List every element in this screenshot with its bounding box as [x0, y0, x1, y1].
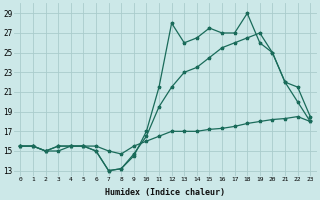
X-axis label: Humidex (Indice chaleur): Humidex (Indice chaleur)	[105, 188, 225, 197]
